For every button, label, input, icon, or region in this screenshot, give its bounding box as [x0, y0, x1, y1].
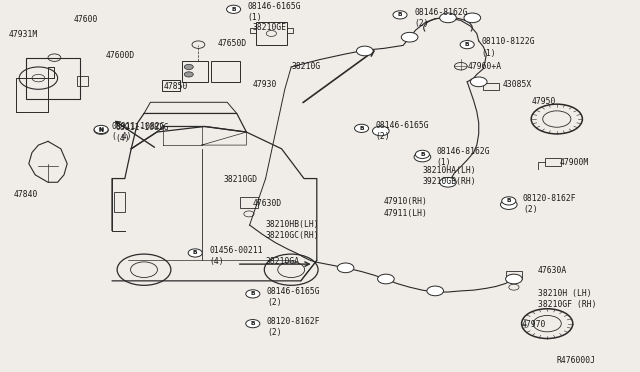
Circle shape [94, 125, 108, 134]
Bar [77, 76, 88, 86]
Text: R476000J: R476000J [557, 356, 596, 365]
Circle shape [440, 13, 456, 23]
Text: B: B [359, 126, 364, 131]
Text: 08146-6165G: 08146-6165G [267, 287, 321, 296]
Text: 47930: 47930 [253, 80, 277, 89]
Text: (2): (2) [267, 328, 282, 337]
Text: (2): (2) [267, 298, 282, 307]
Text: 47630A: 47630A [538, 266, 567, 275]
Text: 47840: 47840 [14, 190, 38, 199]
Bar [162, 80, 180, 91]
Text: 38210G: 38210G [291, 62, 321, 71]
Circle shape [427, 286, 444, 296]
Text: 08120-8162F: 08120-8162F [267, 317, 321, 326]
Circle shape [184, 64, 193, 70]
Text: 39210GB(RH): 39210GB(RH) [422, 177, 476, 186]
Circle shape [464, 13, 481, 23]
Bar [114, 192, 125, 212]
Bar [483, 83, 499, 90]
Text: B: B [420, 152, 425, 157]
Text: 38210H (LH): 38210H (LH) [538, 289, 591, 298]
Text: 38210GC(RH): 38210GC(RH) [266, 231, 319, 240]
Text: ( 4): ( 4) [112, 132, 131, 141]
Bar [182, 61, 208, 82]
Circle shape [460, 41, 474, 49]
Circle shape [184, 72, 193, 77]
Text: 38210GA: 38210GA [266, 257, 300, 266]
Text: 47600: 47600 [74, 15, 98, 24]
Circle shape [414, 152, 431, 162]
Text: 08146-6165G: 08146-6165G [248, 2, 301, 11]
Text: 38210GE: 38210GE [253, 23, 287, 32]
Text: 08120-8162F: 08120-8162F [523, 194, 577, 203]
Text: 38210HA(LH): 38210HA(LH) [422, 166, 476, 175]
Text: (2): (2) [414, 19, 429, 28]
Text: (2): (2) [523, 205, 538, 214]
Bar [211, 61, 240, 82]
Text: 47900M: 47900M [560, 158, 589, 167]
Circle shape [355, 124, 369, 132]
Circle shape [372, 126, 389, 136]
Text: 08110-8122G: 08110-8122G [481, 38, 535, 46]
Text: 38210GF (RH): 38210GF (RH) [538, 300, 596, 309]
Text: (1): (1) [481, 49, 496, 58]
Text: B: B [465, 42, 470, 47]
Text: N: N [99, 127, 104, 132]
Text: 47630D: 47630D [253, 199, 282, 208]
Circle shape [470, 77, 487, 87]
Text: B: B [397, 12, 403, 17]
Text: 47970: 47970 [522, 320, 546, 329]
Circle shape [246, 290, 260, 298]
Text: (4): (4) [115, 134, 130, 143]
Circle shape [356, 46, 373, 56]
Text: N: N [99, 128, 104, 133]
Circle shape [188, 249, 202, 257]
Text: 08911-1082G: 08911-1082G [115, 123, 169, 132]
Circle shape [500, 200, 517, 209]
Text: 47911(LH): 47911(LH) [384, 209, 428, 218]
Text: 47931M: 47931M [8, 30, 38, 39]
Bar [545, 158, 561, 166]
Text: 47910(RH): 47910(RH) [384, 198, 428, 206]
Circle shape [506, 274, 522, 284]
Text: 08911-1082G: 08911-1082G [112, 122, 166, 131]
Circle shape [440, 177, 456, 187]
Text: B: B [193, 250, 198, 256]
Bar [240, 197, 258, 208]
Text: (4): (4) [209, 257, 224, 266]
Text: 43085X: 43085X [502, 80, 532, 89]
Text: 47850: 47850 [163, 82, 188, 91]
Circle shape [401, 32, 418, 42]
Text: 47960+A: 47960+A [467, 62, 501, 71]
Text: 08146-6165G: 08146-6165G [376, 121, 429, 130]
Bar [26, 58, 80, 99]
Text: (1): (1) [248, 13, 262, 22]
Circle shape [378, 274, 394, 284]
Circle shape [415, 150, 429, 158]
Text: B: B [250, 321, 255, 326]
Text: (1): (1) [436, 158, 451, 167]
Text: 38210GD: 38210GD [224, 175, 258, 184]
Text: 47650D: 47650D [218, 39, 247, 48]
Text: 01456-00211: 01456-00211 [209, 246, 263, 255]
Circle shape [94, 126, 108, 134]
Text: 38210HB(LH): 38210HB(LH) [266, 220, 319, 229]
Bar [256, 22, 287, 45]
Text: B: B [506, 198, 511, 203]
Bar [506, 271, 522, 279]
Text: B: B [250, 291, 255, 296]
Circle shape [227, 5, 241, 13]
Text: 47950: 47950 [531, 97, 556, 106]
Circle shape [337, 263, 354, 273]
Circle shape [246, 320, 260, 328]
Text: (2): (2) [376, 132, 390, 141]
Text: 08146-8162G: 08146-8162G [436, 147, 490, 156]
Text: 08146-8162G: 08146-8162G [414, 8, 468, 17]
Circle shape [393, 11, 407, 19]
Circle shape [502, 197, 516, 205]
Text: B: B [231, 7, 236, 12]
Text: 47600D: 47600D [106, 51, 135, 60]
